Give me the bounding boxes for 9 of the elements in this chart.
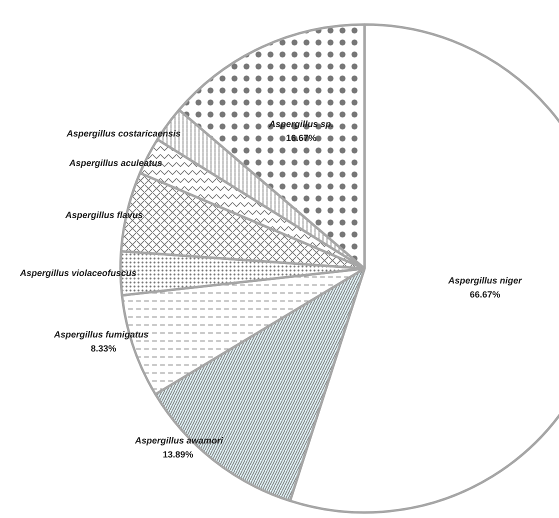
slice-label: Aspergillus fumigatus [52,330,149,340]
slice-label: Aspergillus niger [447,275,522,286]
slice-label: Aspergillus costaricaensis [66,128,181,139]
slice-label: Aspergillus violaceofuscus [19,268,137,278]
data-label: 8.33% [90,344,116,354]
slice-label: Aspergillus flavus [64,210,143,220]
data-label: 66.67% [470,289,500,300]
slice-label: Aspergillus aculeatus [68,158,162,168]
slice-label: Aspergillus sp. [268,119,334,130]
